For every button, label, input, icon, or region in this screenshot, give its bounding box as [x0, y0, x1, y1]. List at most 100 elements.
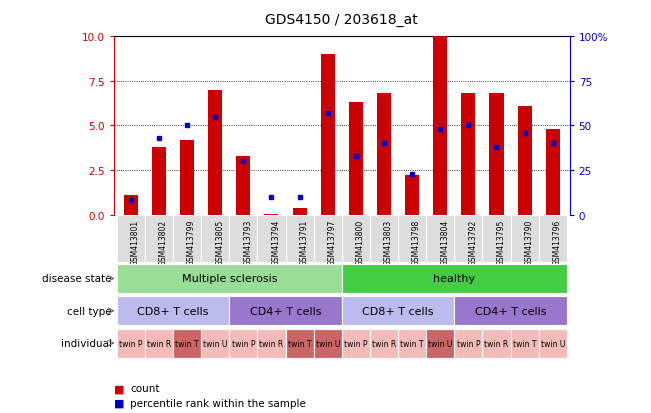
Text: twin U: twin U [316, 339, 340, 348]
FancyBboxPatch shape [229, 297, 342, 325]
FancyBboxPatch shape [314, 215, 342, 263]
Text: GSM413803: GSM413803 [384, 219, 393, 265]
Text: GSM413791: GSM413791 [299, 219, 309, 265]
Text: GSM413802: GSM413802 [159, 219, 168, 265]
FancyBboxPatch shape [538, 215, 567, 263]
Text: twin P: twin P [456, 339, 480, 348]
Bar [462, 94, 475, 215]
Bar [405, 176, 419, 215]
Text: GSM413790: GSM413790 [525, 219, 534, 265]
FancyBboxPatch shape [145, 329, 173, 358]
Bar [518, 107, 532, 215]
FancyBboxPatch shape [342, 329, 370, 358]
Text: twin R: twin R [372, 339, 396, 348]
FancyBboxPatch shape [117, 215, 145, 263]
Text: percentile rank within the sample: percentile rank within the sample [130, 398, 306, 408]
Bar [321, 55, 335, 215]
Bar [490, 94, 503, 215]
Text: CD8+ T cells: CD8+ T cells [363, 306, 434, 316]
Bar [377, 94, 391, 215]
FancyBboxPatch shape [454, 329, 482, 358]
Bar [152, 147, 166, 215]
Text: GSM413798: GSM413798 [412, 219, 421, 265]
Text: ■: ■ [114, 398, 124, 408]
Text: GSM413797: GSM413797 [327, 219, 337, 265]
FancyBboxPatch shape [145, 215, 173, 263]
FancyBboxPatch shape [117, 297, 229, 325]
Text: twin P: twin P [119, 339, 143, 348]
Bar [124, 196, 138, 215]
Text: GSM413793: GSM413793 [243, 219, 253, 265]
Text: twin T: twin T [175, 339, 199, 348]
Text: Multiple sclerosis: Multiple sclerosis [182, 274, 277, 284]
Text: disease state: disease state [42, 274, 112, 284]
FancyBboxPatch shape [538, 329, 567, 358]
Text: GSM413801: GSM413801 [131, 219, 140, 265]
Bar [292, 208, 307, 215]
Text: healthy: healthy [433, 274, 475, 284]
Bar [433, 37, 447, 215]
Text: twin R: twin R [484, 339, 508, 348]
Text: twin P: twin P [344, 339, 368, 348]
Text: ■: ■ [114, 383, 124, 393]
FancyBboxPatch shape [173, 215, 201, 263]
Text: GSM413805: GSM413805 [215, 219, 224, 265]
Text: twin R: twin R [147, 339, 171, 348]
Bar [208, 90, 222, 215]
FancyBboxPatch shape [257, 329, 286, 358]
Text: GSM413800: GSM413800 [356, 219, 365, 265]
FancyBboxPatch shape [454, 297, 567, 325]
FancyBboxPatch shape [201, 329, 229, 358]
Text: CD8+ T cells: CD8+ T cells [137, 306, 209, 316]
FancyBboxPatch shape [173, 329, 201, 358]
Text: twin R: twin R [259, 339, 284, 348]
FancyBboxPatch shape [426, 215, 454, 263]
Text: GSM413795: GSM413795 [497, 219, 505, 265]
Text: GSM413804: GSM413804 [440, 219, 449, 265]
FancyBboxPatch shape [286, 329, 314, 358]
Text: GDS4150 / 203618_at: GDS4150 / 203618_at [266, 13, 418, 27]
Bar [180, 140, 194, 215]
FancyBboxPatch shape [426, 329, 454, 358]
FancyBboxPatch shape [482, 329, 510, 358]
FancyBboxPatch shape [454, 215, 482, 263]
FancyBboxPatch shape [229, 215, 257, 263]
Text: twin T: twin T [513, 339, 536, 348]
Text: GSM413796: GSM413796 [553, 219, 562, 265]
FancyBboxPatch shape [314, 329, 342, 358]
FancyBboxPatch shape [342, 264, 567, 293]
FancyBboxPatch shape [201, 215, 229, 263]
Text: GSM413792: GSM413792 [468, 219, 477, 265]
Text: twin U: twin U [540, 339, 565, 348]
Bar [236, 157, 251, 215]
FancyBboxPatch shape [117, 264, 342, 293]
FancyBboxPatch shape [398, 329, 426, 358]
FancyBboxPatch shape [482, 215, 510, 263]
FancyBboxPatch shape [286, 215, 314, 263]
Text: individual: individual [61, 338, 112, 348]
Text: twin U: twin U [203, 339, 227, 348]
Text: GSM413799: GSM413799 [187, 219, 196, 265]
FancyBboxPatch shape [398, 215, 426, 263]
FancyBboxPatch shape [370, 215, 398, 263]
Text: count: count [130, 383, 159, 393]
Text: twin T: twin T [400, 339, 424, 348]
Text: twin U: twin U [428, 339, 452, 348]
Text: twin P: twin P [232, 339, 255, 348]
Text: CD4+ T cells: CD4+ T cells [250, 306, 321, 316]
FancyBboxPatch shape [342, 215, 370, 263]
Text: cell type: cell type [67, 306, 112, 316]
FancyBboxPatch shape [229, 329, 257, 358]
FancyBboxPatch shape [510, 329, 538, 358]
FancyBboxPatch shape [342, 297, 454, 325]
FancyBboxPatch shape [117, 329, 145, 358]
Bar [546, 130, 560, 215]
Text: CD4+ T cells: CD4+ T cells [475, 306, 546, 316]
FancyBboxPatch shape [370, 329, 398, 358]
Bar [349, 103, 363, 215]
FancyBboxPatch shape [257, 215, 286, 263]
Text: GSM413794: GSM413794 [271, 219, 281, 265]
FancyBboxPatch shape [510, 215, 538, 263]
Bar [264, 214, 279, 215]
Text: twin T: twin T [288, 339, 311, 348]
